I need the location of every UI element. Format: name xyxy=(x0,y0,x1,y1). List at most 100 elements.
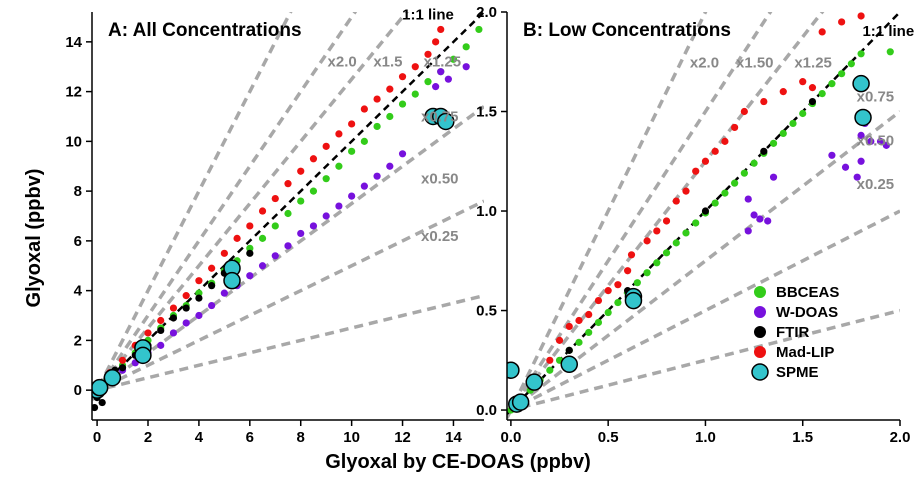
ratio-line xyxy=(92,12,358,399)
data-point-spme xyxy=(223,271,241,290)
data-point-mad-lip xyxy=(555,336,564,344)
data-point-mad-lip xyxy=(740,107,748,116)
data-point-w-doas xyxy=(386,162,394,170)
data-point-bbceas xyxy=(373,122,381,131)
ratio-line xyxy=(92,293,484,394)
data-point-spme xyxy=(103,368,122,387)
ratio-line xyxy=(507,209,900,414)
data-point-mad-lip xyxy=(360,105,368,113)
data-point-bbceas xyxy=(721,189,729,197)
data-point-mad-lip xyxy=(335,130,343,138)
data-point-bbceas xyxy=(246,244,254,252)
data-point-mad-lip xyxy=(760,97,768,106)
data-point-w-doas xyxy=(348,192,356,200)
data-point-spme xyxy=(92,378,109,397)
data-point-bbceas xyxy=(258,234,267,242)
data-point-spme xyxy=(525,373,543,391)
data-point-bbceas xyxy=(195,289,203,297)
x-tick-label: 8 xyxy=(297,429,305,446)
data-point-mad-lip xyxy=(585,310,593,319)
data-point-mad-lip xyxy=(808,84,817,92)
y-tick-label: 12 xyxy=(65,84,82,101)
data-point-bbceas xyxy=(769,139,778,147)
legend-label: W-DOAS xyxy=(776,304,838,321)
ratio-label: x0.25 xyxy=(421,228,459,245)
data-point-bbceas xyxy=(682,229,690,237)
data-point-spme xyxy=(511,393,530,411)
data-point-bbceas xyxy=(398,100,407,108)
data-point-w-doas xyxy=(297,229,305,238)
data-point-mad-lip xyxy=(643,237,651,245)
data-point-bbceas xyxy=(322,175,330,183)
data-point-bbceas xyxy=(643,269,651,277)
data-point-mad-lip xyxy=(271,194,279,203)
data-point-bbceas xyxy=(546,366,554,374)
data-point-bbceas xyxy=(799,109,807,118)
x-tick-label: 10 xyxy=(343,429,360,446)
data-point-bbceas xyxy=(828,80,836,88)
data-point-bbceas xyxy=(711,199,719,207)
data-point-w-doas xyxy=(432,83,440,91)
data-point-bbceas xyxy=(360,137,368,145)
data-point-mad-lip xyxy=(437,25,445,34)
data-point-mad-lip xyxy=(309,155,318,163)
data-point-w-doas xyxy=(882,141,890,149)
data-point-bbceas xyxy=(614,298,622,307)
ratio-line xyxy=(92,199,484,395)
data-point-ftir xyxy=(118,364,127,372)
data-point-w-doas xyxy=(182,319,190,327)
data-point-bbceas xyxy=(838,70,846,78)
legend-marker xyxy=(754,326,766,338)
data-point-mad-lip xyxy=(838,18,846,26)
panel-title: A: All Concentrations xyxy=(108,20,302,41)
data-point-ftir xyxy=(760,147,768,155)
data-point-mad-lip xyxy=(662,217,671,225)
data-point-ftir xyxy=(195,294,203,302)
data-point-ftir xyxy=(157,326,165,335)
data-point-bbceas xyxy=(594,318,603,327)
data-point-bbceas xyxy=(424,78,432,86)
data-point-w-doas xyxy=(208,301,216,310)
one-to-one-label: 1:1 line xyxy=(402,6,454,23)
x-tick-label: 1.5 xyxy=(792,429,813,446)
data-point-mad-lip xyxy=(424,50,432,58)
data-point-bbceas xyxy=(731,179,739,187)
data-point-bbceas xyxy=(462,43,470,51)
x-tick-label: 0.5 xyxy=(598,429,619,446)
data-point-mad-lip xyxy=(411,63,419,71)
data-point-mad-lip xyxy=(208,264,216,272)
ratio-label: x0.75 xyxy=(421,108,459,125)
data-point-w-doas xyxy=(867,137,875,145)
data-point-mad-lip xyxy=(182,292,190,300)
legend-label: SPME xyxy=(776,364,819,381)
data-point-w-doas xyxy=(828,151,836,159)
legend-marker xyxy=(754,346,766,358)
data-point-mad-lip xyxy=(594,296,603,305)
ratio-label: x2.0 xyxy=(690,55,719,72)
data-point-w-doas xyxy=(857,131,865,139)
data-point-mad-lip xyxy=(711,147,719,155)
ratio-label: x1.50 xyxy=(736,55,774,72)
data-point-w-doas xyxy=(462,63,470,71)
x-tick-label: 0 xyxy=(93,429,101,446)
y-tick-label: 0.0 xyxy=(476,402,497,419)
ratio-line xyxy=(507,308,900,413)
data-point-bbceas xyxy=(633,279,641,287)
data-point-w-doas xyxy=(764,217,772,225)
data-point-ftir xyxy=(182,304,190,312)
x-tick-label: 2 xyxy=(144,429,152,446)
data-point-bbceas xyxy=(386,112,394,121)
x-tick-label: 4 xyxy=(195,429,204,446)
legend: BBCEAS W-DOAS FTIR Mad-LIP SPME xyxy=(751,284,839,381)
data-point-bbceas xyxy=(818,90,826,98)
data-point-w-doas xyxy=(360,182,368,190)
data-point-w-doas xyxy=(335,202,343,210)
data-point-ftir xyxy=(98,398,106,407)
data-point-bbceas xyxy=(750,159,758,167)
data-point-bbceas xyxy=(740,169,748,177)
data-point-w-doas xyxy=(169,329,178,337)
data-point-bbceas xyxy=(789,119,797,128)
y-tick-label: 4 xyxy=(74,283,83,300)
data-point-spme xyxy=(560,355,579,374)
legend-label: Mad-LIP xyxy=(776,344,834,361)
